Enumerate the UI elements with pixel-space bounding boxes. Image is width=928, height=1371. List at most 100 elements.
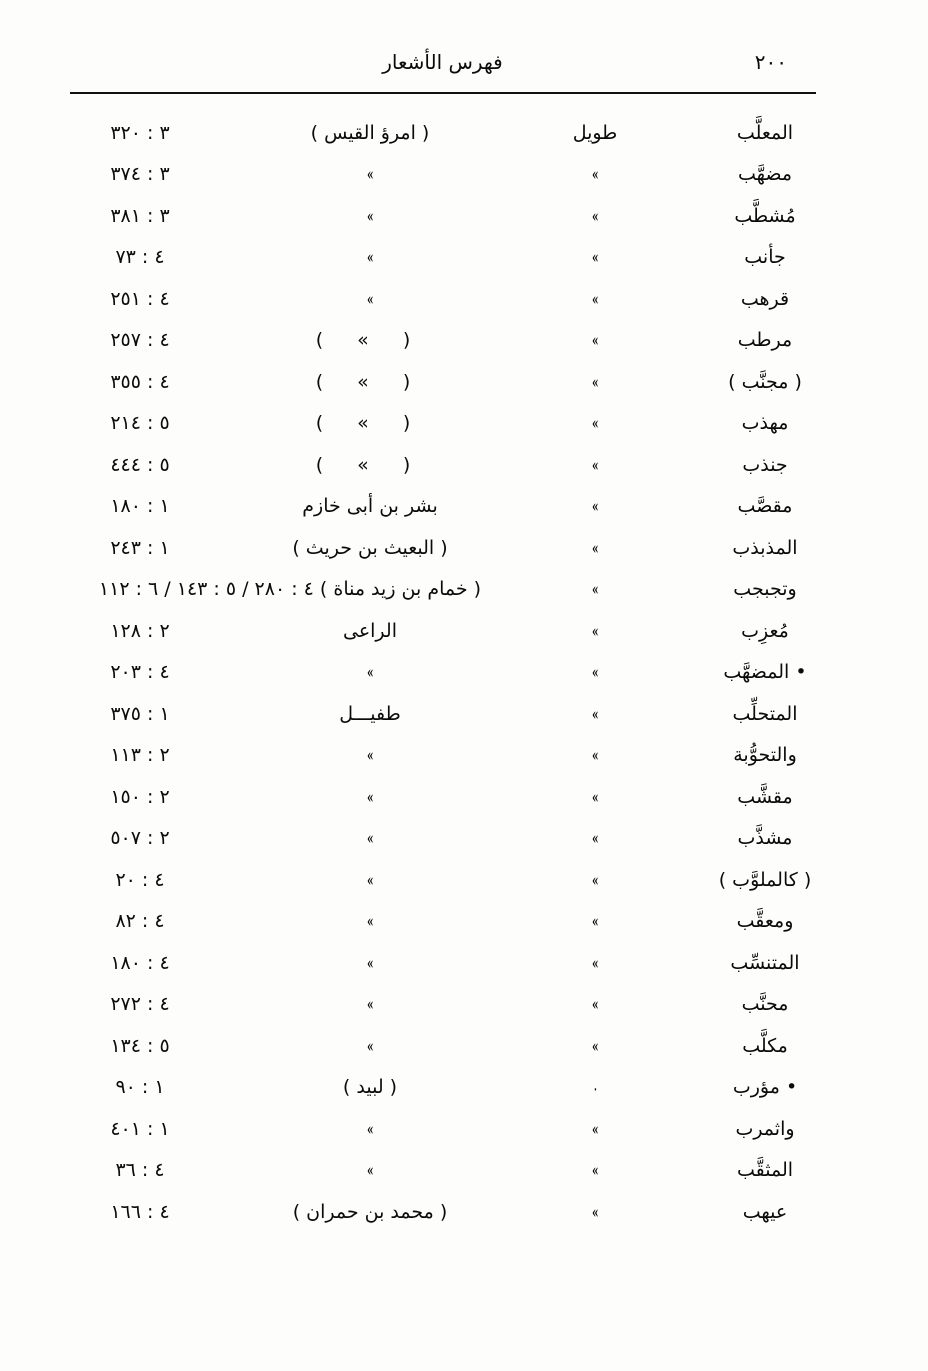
- poet-cell: الراعى: [342, 619, 397, 642]
- ditto-mark: »: [591, 995, 599, 1016]
- ditto-mark: »: [591, 289, 599, 310]
- rhyme-word-cell: مضهَّب: [737, 163, 793, 186]
- poet-cell: »: [220, 776, 520, 818]
- meter-cell: »: [520, 776, 670, 818]
- ditto-mark: »: [591, 1119, 599, 1140]
- poet-cell: »: [220, 735, 520, 777]
- table-row: مشذَّب » » ٢ : ٥٠٧: [60, 818, 860, 860]
- ditto-mark: »: [591, 331, 599, 352]
- meter-cell: »: [520, 652, 670, 694]
- table-row: المعلَّب طويل ( امرؤ القيس ) ٣ : ٣٢٠: [60, 112, 860, 154]
- table-row: مرطب » ( » ) ٤ : ٢٥٧: [60, 320, 860, 362]
- rhyme-word-cell: مهذب: [741, 412, 789, 435]
- table-row: عيهب » ( محمد بن حمران ) ٤ : ١٦٦: [60, 1191, 860, 1233]
- rhyme-word-cell: مقصَّب: [737, 495, 793, 518]
- reference-cell: ٤ : ٧٣: [115, 246, 165, 269]
- poet-cell: ( » ): [220, 444, 520, 486]
- ditto-mark: »: [366, 829, 374, 850]
- table-row: المذبذب » ( البعيث بن حريث ) ١ : ٢٤٣: [60, 527, 860, 569]
- rhyme-word-cell: • المضهَّب: [723, 661, 807, 684]
- ditto-mark: »: [591, 580, 599, 601]
- meter-cell: »: [520, 320, 670, 362]
- table-row: المتنسِّب » » ٤ : ١٨٠: [60, 942, 860, 984]
- ditto-mark: »: [366, 248, 374, 269]
- reference-cell: ٤ : ٢٥٧: [110, 329, 170, 352]
- table-row: مُعزِب » الراعى ٢ : ١٢٨: [60, 610, 860, 652]
- meter-cell: طويل: [572, 121, 618, 144]
- ditto-mark: »: [591, 912, 599, 933]
- rhyme-word-cell: مشذَّب: [737, 827, 793, 850]
- ditto-mark: »: [591, 1202, 599, 1223]
- meter-cell: »: [520, 403, 670, 445]
- poet-cell: »: [220, 984, 520, 1026]
- rhyme-word-cell: محنَّب: [741, 993, 789, 1016]
- ditto-mark: »: [591, 870, 599, 891]
- table-row: جأنب » » ٤ : ٧٣: [60, 237, 860, 279]
- reference-cell: ٣ : ٣٨١: [110, 204, 170, 227]
- meter-cell: »: [520, 1150, 670, 1192]
- ditto-mark: »: [366, 663, 374, 684]
- poet-cell: »: [220, 652, 520, 694]
- meter-cell: »: [520, 195, 670, 237]
- table-row: قرهب » » ٤ : ٢٥١: [60, 278, 860, 320]
- ditto-mark: »: [591, 414, 599, 435]
- rhyme-word-cell: واثمرب: [735, 1117, 795, 1140]
- poet-cell: ( لبيد ): [342, 1076, 398, 1099]
- reference-cell: ٤ : ٢٧٢: [110, 993, 170, 1016]
- table-row: والتحوُّبة » » ٢ : ١١٣: [60, 735, 860, 777]
- meter-cell: »: [520, 486, 670, 528]
- rhyme-word-cell: المعلَّب: [736, 121, 794, 144]
- meter-cell: »: [520, 984, 670, 1026]
- poet-cell: »: [220, 942, 520, 984]
- rhyme-word-cell: عيهب: [742, 1200, 788, 1223]
- ditto-mark: »: [366, 870, 374, 891]
- poet-cell: »: [220, 1108, 520, 1150]
- rhyme-word-cell: مرطب: [737, 329, 793, 352]
- meter-cell: »: [520, 527, 670, 569]
- rhyme-word-cell: ( كالملوَّب ): [718, 868, 812, 891]
- poet-cell: »: [220, 154, 520, 196]
- ditto-mark: »: [366, 995, 374, 1016]
- table-row: مكلَّب » » ٥ : ١٣٤: [60, 1025, 860, 1067]
- ditto-mark: »: [591, 248, 599, 269]
- table-row: المثقَّب » » ٤ : ٣٦: [60, 1150, 860, 1192]
- table-row: المتحلِّب » طفيـــل ١ : ٣٧٥: [60, 693, 860, 735]
- ditto-mark: »: [591, 538, 599, 559]
- ditto-mark: »: [591, 663, 599, 684]
- reference-cell: ١ : ٢٤٣: [110, 536, 170, 559]
- table-row: • المضهَّب » » ٤ : ٢٠٣: [60, 652, 860, 694]
- meter-cell: »: [520, 278, 670, 320]
- ditto-mark: »: [591, 1161, 599, 1182]
- poet-cell: ( امرؤ القيس ): [310, 121, 430, 144]
- poet-cell: ( » ): [220, 320, 520, 362]
- poem-index-table: المعلَّب طويل ( امرؤ القيس ) ٣ : ٣٢٠ مضهَّب »…: [60, 112, 860, 1233]
- reference-cell: ١ : ٣٧٥: [110, 702, 170, 725]
- reference-cell: ٤ : ٢٠: [115, 868, 165, 891]
- ditto-mark: »: [366, 746, 374, 767]
- ditto-mark-parenthesised: ( » ): [315, 453, 425, 476]
- ditto-mark: »: [591, 953, 599, 974]
- ditto-mark: »: [591, 704, 599, 725]
- ditto-mark: »: [366, 1161, 374, 1182]
- ditto-mark: »: [591, 787, 599, 808]
- ditto-mark: »: [591, 497, 599, 518]
- poet-cell: »: [220, 195, 520, 237]
- reference-cell: ٤ : ٣٦: [115, 1159, 165, 1182]
- reference-cell: ٤ : ٢٠٣: [110, 661, 170, 684]
- ditto-mark: »: [366, 206, 374, 227]
- rhyme-word-cell: المذبذب: [732, 536, 798, 559]
- header-rule: [70, 92, 816, 94]
- poet-cell: ( محمد بن حمران ): [292, 1200, 448, 1223]
- ditto-mark: »: [591, 165, 599, 186]
- rhyme-word-cell: ومعقَّب: [736, 910, 794, 933]
- rhyme-word-cell: وتجبجب: [733, 578, 797, 601]
- meter-cell: »: [520, 735, 670, 777]
- table-row: مُشطَّب » » ٣ : ٣٨١: [60, 195, 860, 237]
- table-row: ( مجنَّب ) » ( » ) ٤ : ٣٥٥: [60, 361, 860, 403]
- rhyme-word-cell: المثقَّب: [736, 1159, 794, 1182]
- ditto-mark: »: [591, 829, 599, 850]
- poet-cell: »: [220, 1150, 520, 1192]
- poet-and-reference-cell: ( خمام بن زيد مناة ) ٤ : ٢٨٠ / ٥ : ١٤٣ /…: [98, 578, 482, 601]
- index-table-body: المعلَّب طويل ( امرؤ القيس ) ٣ : ٣٢٠ مضهَّب »…: [60, 112, 860, 1233]
